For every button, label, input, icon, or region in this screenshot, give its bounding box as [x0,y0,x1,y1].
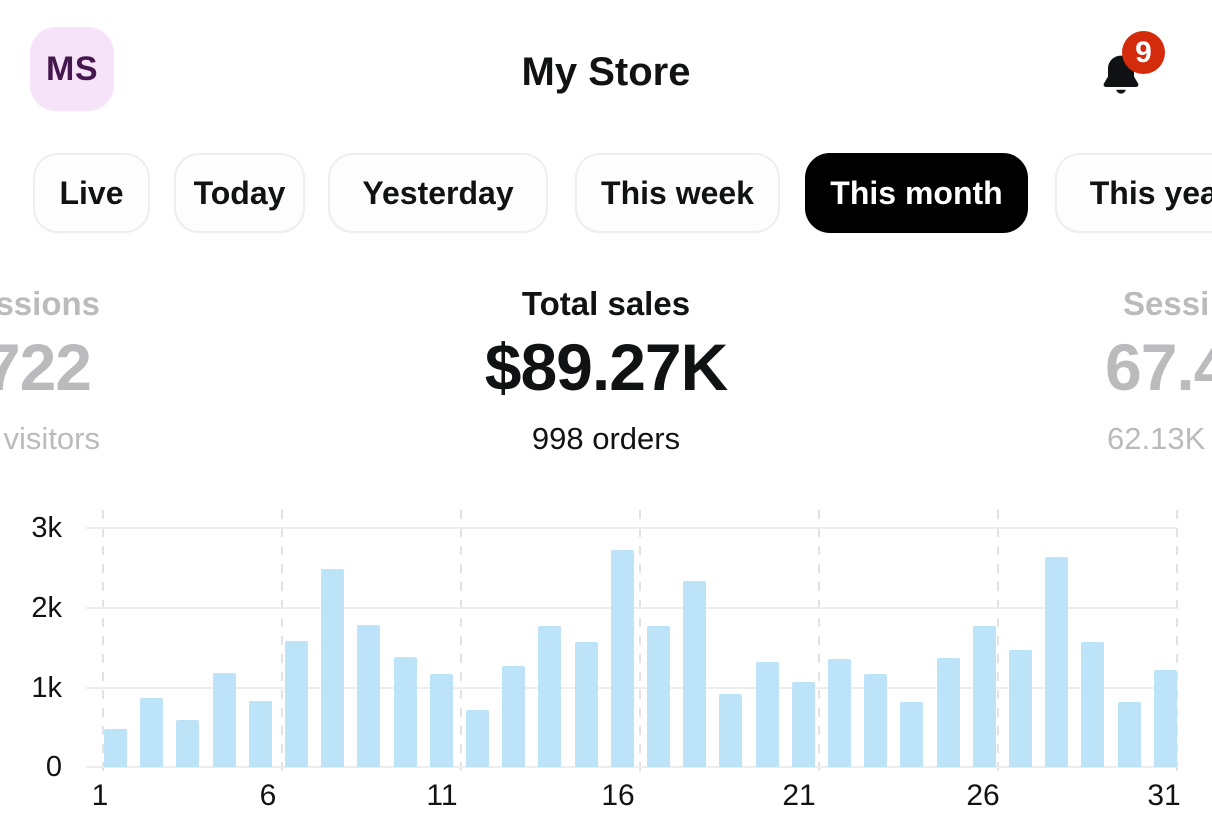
tab-label: Yesterday [362,174,514,211]
chart-bar-day-8[interactable] [357,625,381,767]
x-axis-tick-label: 26 [966,779,1000,812]
horizontal-gridline [86,527,1177,529]
sessions-value-partial: 67.4 [1105,330,1212,404]
left-stat-value-partial: 722 [0,330,92,404]
vertical-dashed-gridline [639,510,641,780]
chart-bar-day-20[interactable] [791,681,815,767]
chart-bar-day-13[interactable] [538,625,562,767]
chart-bar-day-29[interactable] [1117,701,1141,767]
chart-bar-day-9[interactable] [393,657,417,767]
x-axis-tick-label: 11 [426,779,458,812]
sessions-label-partial: Sessi [1123,285,1210,322]
page-title: My Store [521,50,691,94]
vertical-dashed-gridline [997,510,999,780]
orders-count: 998 orders [531,421,681,456]
chart-bar-day-18[interactable] [719,693,743,767]
chart-bar-day-7[interactable] [321,569,345,767]
x-axis-tick-label: 6 [259,779,277,812]
tab-label: This month [830,174,1003,211]
chart-bar-day-1[interactable] [104,728,127,767]
horizontal-gridline [86,766,1177,768]
notification-count: 9 [1135,35,1152,69]
vertical-dashed-gridline [818,510,820,780]
left-stat-label-partial: ssions [0,285,100,322]
tab-live[interactable]: Live [33,153,150,233]
chart-bar-day-2[interactable] [140,697,164,767]
daily-sales-bar-chart: 0 1k 2k 3k 1 6 11 16 21 26 31 [0,505,1212,832]
vertical-dashed-gridline [102,510,104,780]
chart-bar-day-15[interactable] [610,550,634,767]
chart-bar-day-14[interactable] [574,641,598,767]
total-sales-value: $89.27K [484,330,729,404]
notification-badge: 9 [1122,31,1165,74]
tab-this-week[interactable]: This week [575,153,780,233]
y-axis-tick-label: 1k [31,671,62,704]
x-axis-tick-label: 31 [1147,779,1181,812]
chart-bar-day-30[interactable] [1153,669,1177,767]
total-sales-label: Total sales [521,285,691,322]
x-axis-tick-label: 1 [91,779,109,812]
chart-bar-day-24[interactable] [936,657,960,767]
tab-this-year[interactable]: This year [1055,153,1212,233]
chart-bar-day-22[interactable] [864,673,888,767]
avatar-initials: MS [46,49,98,88]
chart-bar-day-19[interactable] [755,661,779,767]
y-axis-tick-label: 2k [31,591,62,624]
y-axis-tick-label: 0 [45,751,62,783]
tab-label: This week [601,174,754,211]
tab-label: Today [193,174,286,211]
y-axis-tick-label: 3k [31,512,62,544]
chart-bar-day-3[interactable] [176,719,200,767]
chart-bar-day-5[interactable] [248,700,272,767]
chart-bar-day-27[interactable] [1045,557,1069,767]
chart-bar-day-12[interactable] [502,665,526,767]
tab-this-month-selected[interactable]: This month [805,153,1028,233]
tab-yesterday[interactable]: Yesterday [328,153,548,233]
chart-bar-day-21[interactable] [828,658,851,767]
x-axis-tick-label: 16 [601,779,635,812]
chart-bar-day-23[interactable] [900,701,924,767]
chart-bar-day-17[interactable] [683,581,707,767]
notification-bell-button[interactable]: 9 [1092,28,1172,106]
chart-bar-day-11[interactable] [466,709,489,767]
x-axis-tick-label: 21 [782,779,816,812]
left-stat-subtitle-partial: visitors [3,421,100,456]
vertical-dashed-gridline [460,510,462,780]
tab-label: Live [59,174,124,211]
tab-today[interactable]: Today [174,153,305,233]
chart-bar-day-28[interactable] [1081,641,1105,767]
tab-label: This year [1089,174,1212,211]
chart-bar-day-16[interactable] [647,625,670,767]
chart-bar-day-10[interactable] [429,673,453,767]
store-avatar[interactable]: MS [30,27,114,111]
vertical-dashed-gridline [281,510,283,780]
sessions-subtitle-partial: 62.13K v [1107,421,1212,456]
chart-bar-day-4[interactable] [212,672,236,767]
vertical-dashed-gridline [1176,510,1178,780]
chart-bar-day-6[interactable] [285,641,308,767]
chart-bar-day-26[interactable] [1009,649,1032,767]
chart-bar-day-25[interactable] [972,625,996,767]
